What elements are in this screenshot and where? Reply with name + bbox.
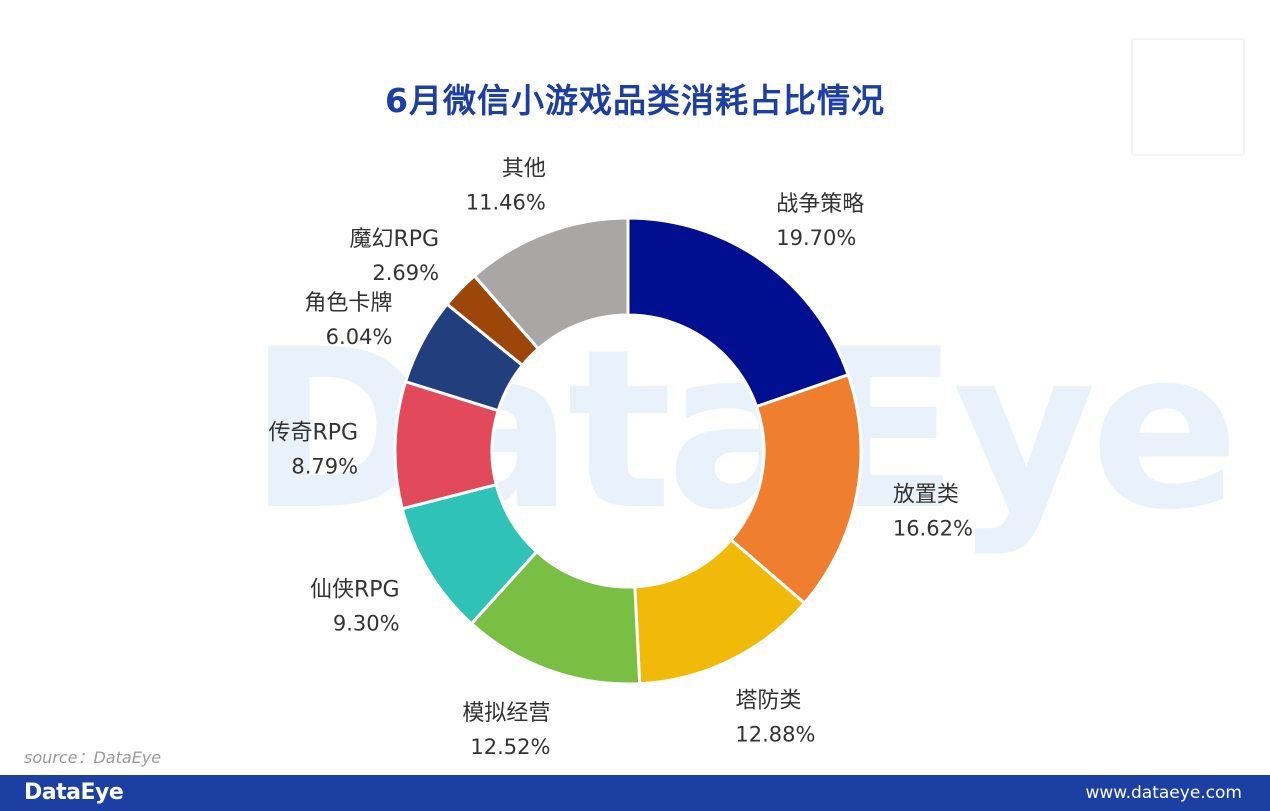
- slice-1: [728, 372, 863, 606]
- slice-label-2: 塔防类: [735, 689, 801, 714]
- source-note: source：DataEye: [24, 748, 162, 767]
- slice-value-8: 11.46%: [466, 191, 546, 215]
- slice-label-0: 战争策略: [776, 192, 864, 217]
- slice-label-7: 魔幻RPG: [349, 227, 439, 252]
- slice-value-4: 9.30%: [333, 612, 400, 636]
- chart-title: 6月微信小游戏品类消耗占比情况: [385, 81, 885, 120]
- footer-url[interactable]: www.dataeye.com: [1085, 783, 1242, 803]
- slice-label-1: 放置类: [893, 483, 959, 508]
- slice-value-6: 6.04%: [326, 325, 393, 349]
- slice-0: [626, 216, 851, 409]
- slice-value-2: 12.88%: [735, 723, 815, 747]
- slice-8: [472, 216, 630, 351]
- slice-label-3: 模拟经营: [462, 701, 550, 726]
- footer-bar: DataEye www.dataeye.com: [0, 775, 1270, 811]
- slice-label-5: 传奇RPG: [268, 420, 358, 445]
- slice-value-1: 16.62%: [893, 517, 973, 541]
- slice-value-0: 19.70%: [776, 226, 856, 250]
- slice-value-3: 12.52%: [470, 735, 550, 759]
- footer-logo: DataEye: [24, 780, 124, 805]
- slice-value-5: 8.79%: [291, 454, 358, 478]
- slice-label-6: 角色卡牌: [304, 291, 392, 316]
- corner-mark: [1131, 38, 1245, 156]
- slice-label-8: 其他: [502, 157, 546, 182]
- slice-value-7: 2.69%: [372, 261, 439, 285]
- slice-label-4: 仙侠RPG: [310, 578, 400, 603]
